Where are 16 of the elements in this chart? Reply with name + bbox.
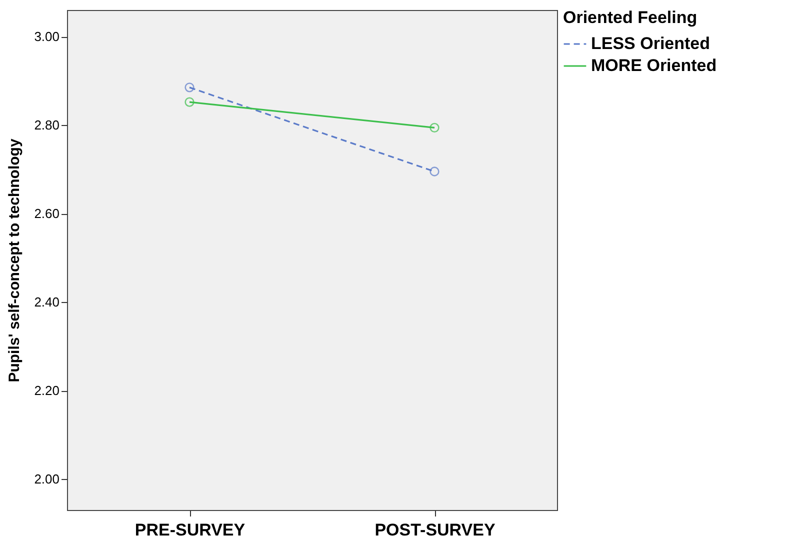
legend-label: MORE Oriented (591, 56, 717, 75)
x-tick-label: POST-SURVEY (374, 520, 496, 540)
legend-label: LESS Oriented (591, 34, 710, 53)
y-tick-label: 2.00 (34, 472, 60, 487)
y-axis-title: Pupils' self-concept to technology (6, 138, 24, 382)
x-tick-label: PRE-SURVEY (134, 520, 246, 540)
point (430, 122, 440, 133)
y-tick-label: 2.20 (34, 383, 60, 398)
point (184, 82, 194, 92)
y-tick-label: 2.60 (34, 206, 60, 222)
point (184, 97, 194, 107)
legend-title: Oriented Feeling (563, 8, 698, 27)
point (430, 166, 440, 176)
y-tick-label: 2.40 (34, 294, 60, 310)
y-tick-label: 3.00 (34, 29, 60, 44)
y-tick-label: 2.80 (34, 118, 60, 133)
